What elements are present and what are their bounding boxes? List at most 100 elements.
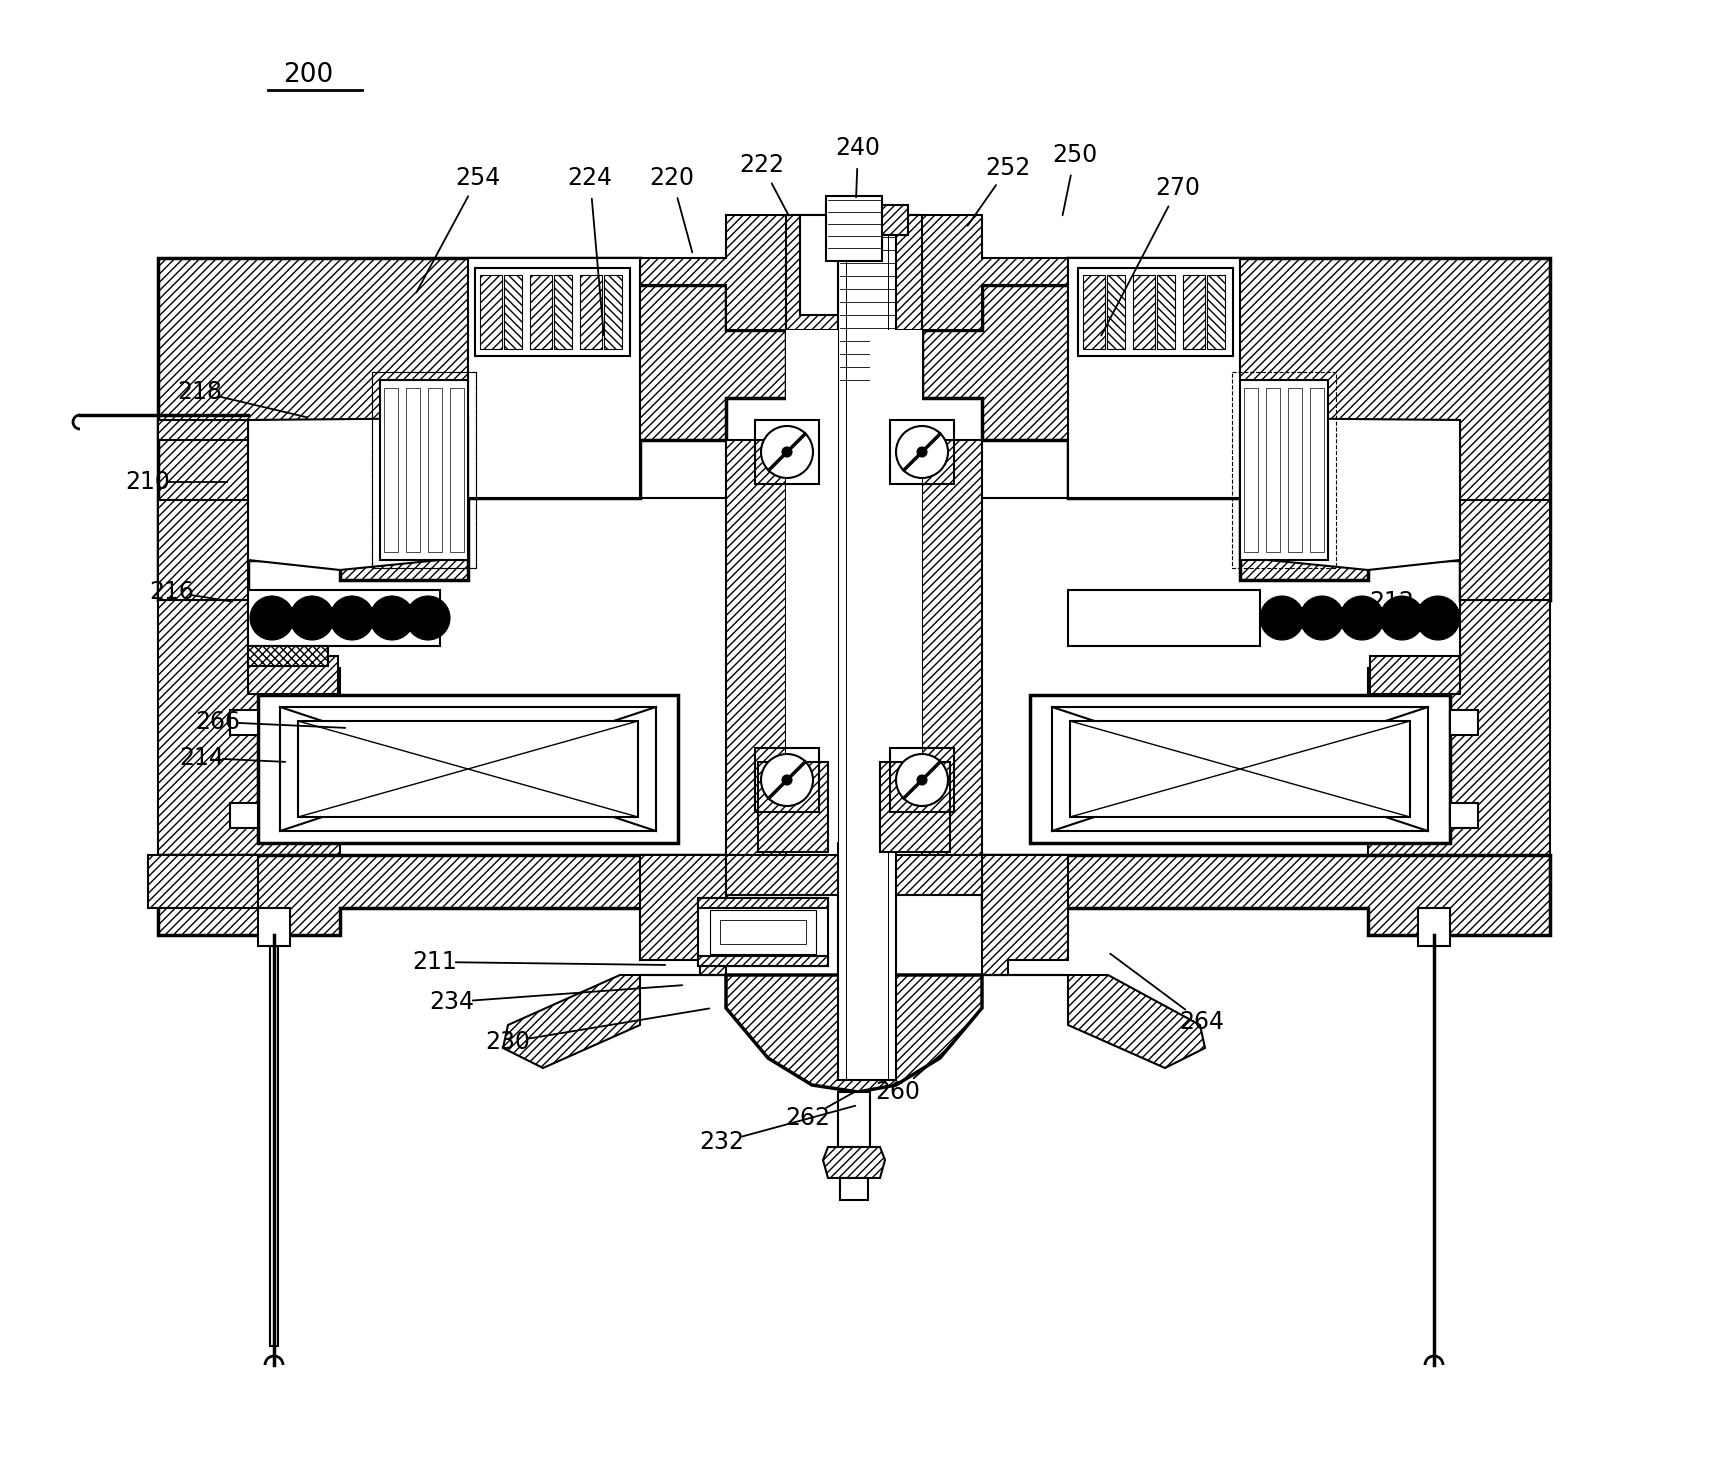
- Polygon shape: [639, 856, 726, 974]
- Polygon shape: [983, 856, 1550, 934]
- Polygon shape: [157, 420, 248, 440]
- Polygon shape: [502, 974, 726, 1068]
- Polygon shape: [1241, 420, 1550, 601]
- Bar: [1133, 274, 1155, 349]
- Bar: [1070, 721, 1410, 817]
- Text: 264: 264: [1179, 1010, 1225, 1034]
- Bar: [579, 274, 602, 349]
- Text: 250: 250: [1053, 142, 1097, 168]
- Polygon shape: [824, 1146, 885, 1178]
- Text: 200: 200: [284, 62, 333, 87]
- Circle shape: [371, 596, 414, 641]
- Text: 232: 232: [699, 1130, 745, 1154]
- Bar: [890, 747, 954, 813]
- Bar: [825, 196, 882, 261]
- Bar: [554, 274, 573, 349]
- Bar: [258, 696, 678, 842]
- Polygon shape: [157, 420, 468, 601]
- Bar: [1157, 274, 1176, 349]
- Bar: [870, 331, 921, 842]
- Text: 252: 252: [986, 156, 1031, 179]
- Bar: [1266, 389, 1280, 552]
- Bar: [800, 215, 837, 314]
- Circle shape: [918, 446, 926, 457]
- Bar: [373, 372, 477, 568]
- Bar: [603, 274, 622, 349]
- Bar: [231, 710, 258, 736]
- Bar: [841, 1178, 868, 1200]
- Polygon shape: [983, 974, 1205, 1068]
- Circle shape: [761, 426, 813, 478]
- Circle shape: [1417, 596, 1459, 641]
- Circle shape: [761, 753, 813, 805]
- Bar: [407, 389, 420, 552]
- Polygon shape: [157, 601, 340, 908]
- Circle shape: [783, 776, 791, 785]
- Bar: [475, 268, 631, 356]
- Polygon shape: [639, 215, 800, 331]
- Polygon shape: [907, 215, 1068, 331]
- Bar: [755, 747, 819, 813]
- Bar: [1084, 274, 1106, 349]
- Circle shape: [783, 446, 791, 457]
- Bar: [890, 420, 954, 483]
- Text: 240: 240: [836, 136, 880, 160]
- Bar: [1078, 268, 1232, 356]
- Text: 234: 234: [429, 991, 475, 1014]
- Text: 270: 270: [1155, 176, 1200, 200]
- Bar: [385, 389, 398, 552]
- Bar: [1053, 707, 1429, 830]
- Text: 216: 216: [150, 580, 195, 604]
- Text: 222: 222: [740, 153, 784, 176]
- Bar: [480, 274, 502, 349]
- Bar: [719, 919, 807, 945]
- Bar: [759, 762, 827, 853]
- Bar: [786, 215, 837, 331]
- Bar: [697, 899, 827, 965]
- Bar: [248, 647, 328, 666]
- Bar: [870, 215, 921, 331]
- Bar: [1244, 389, 1258, 552]
- Bar: [786, 331, 837, 842]
- Circle shape: [1301, 596, 1343, 641]
- Text: 262: 262: [786, 1106, 831, 1130]
- Polygon shape: [921, 258, 1550, 601]
- Bar: [248, 590, 439, 647]
- Bar: [825, 205, 907, 234]
- Text: 218: 218: [178, 380, 222, 403]
- Bar: [755, 420, 819, 483]
- Bar: [880, 762, 950, 853]
- Bar: [504, 274, 521, 349]
- Text: 254: 254: [455, 166, 501, 190]
- Bar: [1418, 908, 1449, 946]
- Text: 224: 224: [567, 166, 612, 190]
- Bar: [1232, 372, 1336, 568]
- Polygon shape: [921, 440, 983, 856]
- Bar: [1289, 389, 1302, 552]
- Bar: [1241, 380, 1328, 561]
- Polygon shape: [726, 974, 983, 1091]
- Text: 212: 212: [1369, 590, 1415, 614]
- Bar: [1207, 274, 1225, 349]
- Polygon shape: [248, 418, 468, 569]
- Bar: [248, 655, 338, 694]
- Bar: [373, 372, 477, 568]
- Text: 266: 266: [195, 710, 241, 734]
- Bar: [258, 638, 328, 658]
- Bar: [837, 1091, 870, 1146]
- Bar: [1068, 590, 1260, 647]
- Bar: [1449, 802, 1478, 828]
- Polygon shape: [1241, 418, 1459, 569]
- Polygon shape: [157, 856, 726, 934]
- Circle shape: [1379, 596, 1424, 641]
- Bar: [379, 380, 468, 561]
- Bar: [726, 856, 983, 896]
- Polygon shape: [468, 258, 639, 498]
- Bar: [697, 957, 827, 965]
- Polygon shape: [1367, 601, 1550, 908]
- Bar: [280, 707, 656, 830]
- Bar: [258, 908, 291, 946]
- Bar: [1371, 655, 1459, 694]
- Bar: [837, 234, 896, 1080]
- Bar: [1183, 274, 1205, 349]
